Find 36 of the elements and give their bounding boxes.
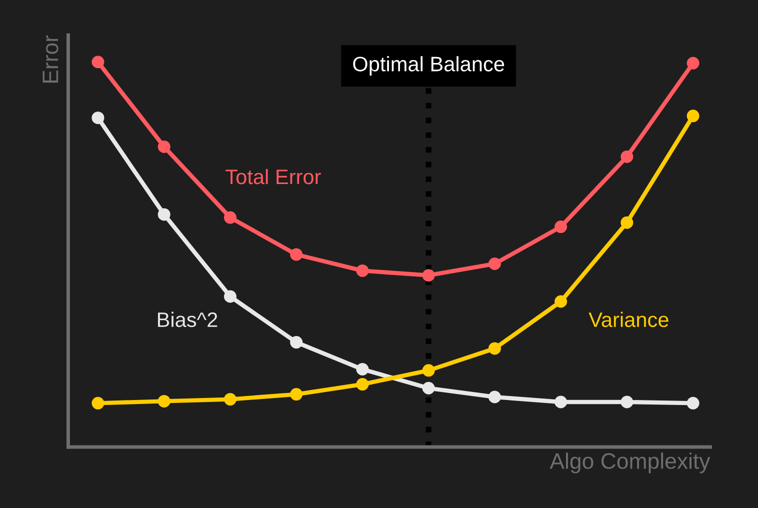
point bbox=[224, 290, 236, 303]
series-label: Bias^2 bbox=[158, 312, 218, 328]
annotation: Optimal Balance bbox=[353, 56, 504, 76]
point bbox=[224, 211, 236, 224]
point bbox=[422, 382, 435, 394]
point bbox=[92, 56, 104, 68]
point bbox=[92, 396, 104, 410]
point bbox=[158, 394, 170, 408]
point bbox=[422, 364, 435, 377]
point bbox=[92, 112, 104, 124]
point bbox=[554, 396, 568, 408]
series-label: Variance bbox=[588, 312, 668, 328]
point bbox=[356, 363, 369, 376]
point bbox=[356, 264, 369, 277]
point bbox=[158, 208, 170, 221]
series-label: Total Error bbox=[226, 168, 321, 184]
point bbox=[224, 393, 236, 406]
x-axis-title: Algo Complexity bbox=[550, 452, 710, 474]
point bbox=[686, 396, 700, 410]
point bbox=[158, 140, 170, 153]
point bbox=[290, 248, 303, 261]
point bbox=[290, 336, 303, 349]
point bbox=[620, 150, 634, 163]
point bbox=[356, 378, 369, 391]
point bbox=[554, 295, 568, 308]
point bbox=[686, 110, 700, 122]
point bbox=[488, 342, 501, 355]
y-axis-title: Error bbox=[42, 35, 58, 83]
point bbox=[620, 216, 634, 229]
point bbox=[686, 56, 700, 70]
point bbox=[290, 388, 303, 401]
point bbox=[620, 396, 634, 408]
point bbox=[488, 390, 501, 404]
point bbox=[554, 220, 568, 234]
point bbox=[422, 269, 435, 282]
point bbox=[488, 258, 501, 270]
